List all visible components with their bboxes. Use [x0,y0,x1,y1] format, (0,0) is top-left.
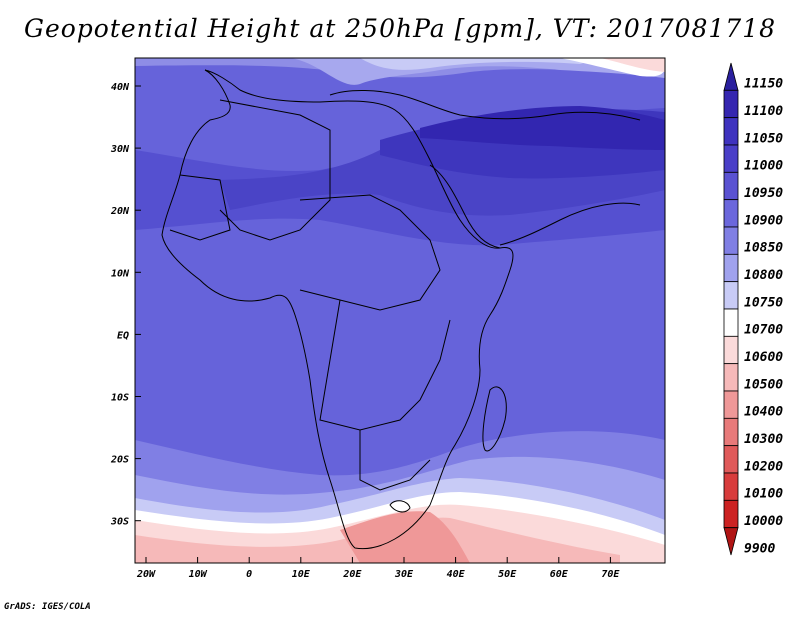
lat-label: 30N [110,144,130,155]
colorbar-label: 10850 [744,241,783,256]
colorbar-label: 10000 [744,514,783,529]
lon-label: 60E [550,569,569,580]
lon-label: 30E [394,569,414,580]
colorbar-label: 10750 [744,295,783,310]
colorbar-cell [723,527,739,556]
map-title: Geopotential Height at 250hPa [gpm], VT:… [23,14,777,43]
lon-label: 70E [601,569,620,580]
colorbar-label: 11050 [744,131,783,146]
lon-label: 10W [189,569,208,580]
map-frame [134,57,666,564]
colorbar-label: 10600 [744,350,783,365]
colorbar-label: 9900 [744,541,775,556]
lat-label: EQ [117,330,129,341]
lat-label: 20S [110,455,129,466]
lon-label: 0 [246,569,252,580]
colorbar: 11150 11100 11050 11000 10950 10900 10850 10800… [723,62,783,556]
colorbar-label: 10300 [744,432,783,447]
coastlines [161,69,641,550]
colorbar-cell [723,62,739,91]
colorbar-cell [723,199,739,228]
colorbar-label: 10100 [744,487,783,502]
colorbar-cell [723,335,739,365]
colorbar-label: 11100 [744,104,783,119]
colorbar-cell [723,472,739,501]
colorbar-label: 10500 [744,377,783,392]
colorbar-label: 10950 [744,186,783,201]
colorbar-cell [723,117,739,146]
lat-label: 20N [110,206,130,217]
lat-label: 30S [110,517,129,528]
lon-label: 50E [498,569,517,580]
colorbar-label: 10700 [744,323,783,338]
lat-label: 10N [111,268,130,279]
longitude-axis: 20W 10W 0 10E 20E 30E 40E 50E 60E 70E [136,557,620,580]
lon-label: 20E [342,569,362,580]
colorbar-cell [723,445,739,474]
colorbar-label: 11150 [744,77,783,92]
colorbar-cell [723,417,739,447]
colorbar-cell [723,253,739,283]
colorbar-label: 10800 [744,268,783,283]
colorbar-cell [723,144,739,173]
colorbar-cell [723,281,739,310]
lat-label: 40N [111,82,130,93]
colorbar-cell [723,390,739,419]
lon-label: 10E [292,569,311,580]
colorbar-label: 10200 [744,459,783,474]
grads-credit: GrADS: IGES/COLA [4,602,91,612]
lat-label: 10S [111,393,129,404]
lon-label: 20W [136,569,156,580]
colorbar-label: 10400 [744,405,783,420]
height-field [135,58,665,563]
colorbar-cell [723,171,739,201]
latitude-axis: 40N 30N 20N 10N EQ 10S 20S 30S [110,82,141,528]
lon-label: 40E [447,569,466,580]
colorbar-cell [723,499,739,529]
colorbar-cell [723,226,739,255]
colorbar-label: 10900 [744,213,783,228]
colorbar-cell [723,89,739,119]
colorbar-cell [723,308,739,337]
colorbar-cell [723,363,739,392]
colorbar-label: 11000 [744,159,783,174]
